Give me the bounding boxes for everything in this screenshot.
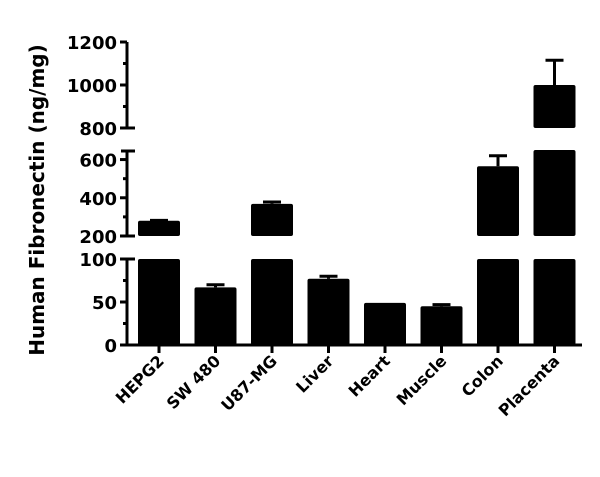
- x-category-label: SW 480: [163, 351, 225, 413]
- y-axis-title: Human Fibronectin (ng/mg): [25, 44, 49, 356]
- y-tick-label: 200: [79, 227, 117, 248]
- x-category-label: Liver: [292, 351, 337, 396]
- bar: [533, 58, 576, 345]
- y-tick-label: 600: [79, 151, 117, 172]
- bar: [138, 218, 180, 345]
- x-category-label: Colon: [458, 351, 507, 400]
- x-category-label: HEPG2: [112, 351, 168, 407]
- bar: [307, 274, 350, 345]
- y-tick-label: 100: [79, 250, 117, 271]
- x-category-label: Muscle: [393, 351, 451, 409]
- y-tick-label: 50: [92, 293, 117, 314]
- bar: [364, 302, 406, 345]
- y-tick-label: 1200: [67, 33, 117, 54]
- bars: [138, 58, 576, 345]
- bar: [477, 154, 519, 345]
- bar: [194, 283, 237, 345]
- x-category-label: Placenta: [495, 351, 564, 420]
- y-tick-label: 800: [79, 119, 117, 140]
- y-tick-label: 1000: [67, 76, 117, 97]
- y-tick-label: 400: [79, 189, 117, 210]
- x-category-label: Heart: [345, 351, 394, 400]
- bar: [251, 200, 293, 345]
- bar: [420, 303, 463, 345]
- y-tick-label: 0: [104, 336, 117, 357]
- x-category-label: U87-MG: [217, 351, 281, 415]
